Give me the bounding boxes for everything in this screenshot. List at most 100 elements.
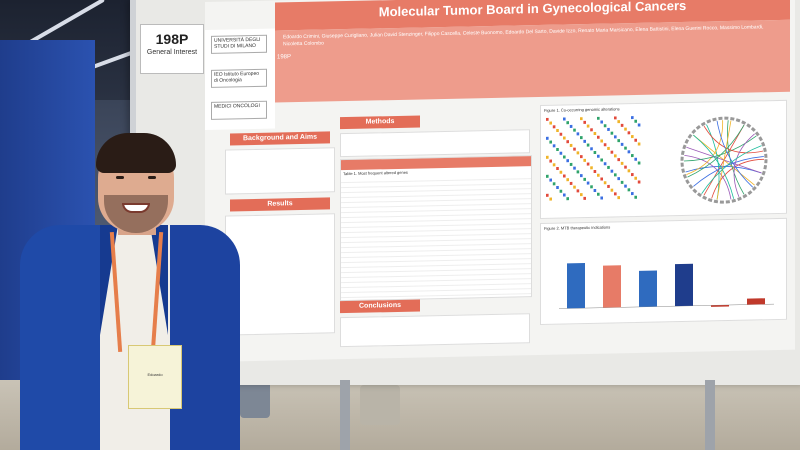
oncoprint-cell	[593, 189, 597, 193]
oncoprint-cell	[634, 157, 638, 161]
oncoprint-cell	[576, 132, 580, 136]
oncoprint-cell	[617, 158, 621, 162]
oncoprint-cell	[624, 165, 627, 169]
oncoprint-cell	[559, 151, 563, 155]
oncoprint-cell	[583, 158, 587, 162]
oncoprint-cell	[552, 163, 556, 167]
oncoprint-cell	[566, 197, 569, 201]
oncoprint-cell	[600, 158, 604, 162]
oncoprint-cell	[586, 181, 590, 185]
oncoprint-cell	[556, 185, 559, 190]
figure-1-panel: Figure 1. Co-occurring genomic alteratio…	[540, 99, 787, 219]
oncoprint-cell	[610, 188, 614, 192]
oncoprint-cell	[637, 180, 641, 184]
oncoprint-cell	[627, 188, 631, 192]
oncoprint-cell	[573, 147, 576, 151]
chord	[703, 125, 764, 154]
oncoprint-cell	[597, 154, 600, 158]
oncoprint-cell	[566, 121, 569, 125]
bar	[603, 265, 621, 308]
oncoprint-cell	[634, 176, 638, 180]
chord	[716, 120, 732, 200]
oncoprint-cell	[556, 166, 559, 171]
oncoprint-cell	[580, 174, 583, 178]
oncoprint-cell	[593, 170, 597, 174]
oncoprint-cell	[620, 161, 624, 165]
jacket-right	[160, 225, 240, 450]
oncoprint-cell	[624, 127, 627, 131]
oncoprint-cell	[617, 196, 621, 200]
oncoprint-cell	[569, 162, 573, 166]
oncoprint-cell	[607, 184, 610, 188]
oncoprint-cell	[559, 132, 563, 136]
oncoprint-cell	[614, 192, 617, 196]
oncoprint-cell	[556, 128, 559, 133]
oncoprint-cell	[597, 116, 600, 120]
oncoprint-cell	[614, 173, 617, 177]
oncoprint-cell	[617, 139, 621, 143]
oncoprint-cell	[559, 170, 563, 174]
oncoprint-cell	[566, 178, 569, 182]
bar-chart	[559, 263, 774, 309]
oncoprint-cell	[573, 166, 576, 170]
bar	[711, 305, 729, 307]
oncoprint-cell	[563, 174, 566, 178]
oncoprint-cell	[627, 150, 631, 154]
oncoprint-cell	[583, 196, 587, 200]
board-leg	[705, 380, 715, 450]
oncoprint-cell	[600, 120, 604, 124]
oncoprint-cell	[597, 173, 600, 177]
poster-number: 198P	[155, 31, 189, 47]
oncoprint-cell	[563, 193, 566, 197]
oncoprint-cell	[549, 121, 552, 125]
oncoprint-cell	[603, 181, 607, 185]
oncoprint-cell	[552, 182, 556, 186]
oncoprint-cell	[597, 135, 600, 139]
oncoprint-cell	[549, 197, 552, 201]
oncoprint-cell	[569, 143, 573, 147]
oncoprint-cell	[631, 135, 634, 139]
oncoprint-cell	[563, 136, 566, 140]
oncoprint-cell	[620, 180, 624, 184]
chord	[733, 133, 755, 198]
chord	[686, 120, 724, 175]
chord	[683, 135, 757, 162]
oncoprint-cell	[580, 193, 583, 197]
oncoprint-grid	[546, 116, 641, 201]
oncoprint-cell	[566, 140, 569, 144]
poster-category: General Interest	[146, 49, 198, 56]
chord	[684, 154, 732, 200]
oncoprint-cell	[556, 147, 559, 152]
chord	[716, 120, 754, 188]
chord	[687, 124, 745, 178]
oncoprint-cell	[563, 155, 566, 159]
oncoprint-cell	[569, 181, 573, 185]
oncoprint-cell	[593, 151, 597, 155]
oncoprint-cell	[597, 192, 600, 196]
oncoprint-cell	[614, 154, 617, 158]
background-crowd	[360, 385, 400, 425]
oncoprint-cell	[631, 192, 634, 196]
oncoprint-cell	[552, 125, 556, 129]
oncoprint-cell	[637, 142, 641, 146]
oncoprint-cell	[586, 143, 590, 147]
oncoprint-cell	[583, 139, 587, 143]
oncoprint-cell	[549, 140, 552, 144]
oncoprint-cell	[610, 169, 614, 173]
oncoprint-cell	[610, 131, 614, 135]
oncoprint-cell	[576, 151, 580, 155]
chord	[701, 145, 762, 194]
hair	[96, 133, 176, 173]
oncoprint-cell	[617, 177, 621, 181]
oncoprint-cell	[620, 123, 624, 127]
oncoprint-cell	[631, 154, 634, 158]
oncoprint-cell	[549, 159, 552, 163]
oncoprint-cell	[573, 128, 576, 132]
oncoprint-cell	[634, 195, 638, 199]
oncoprint-cell	[634, 138, 638, 142]
oncoprint-cell	[546, 155, 549, 159]
oncoprint-cell	[559, 189, 563, 193]
oncoprint-cell	[607, 146, 610, 150]
